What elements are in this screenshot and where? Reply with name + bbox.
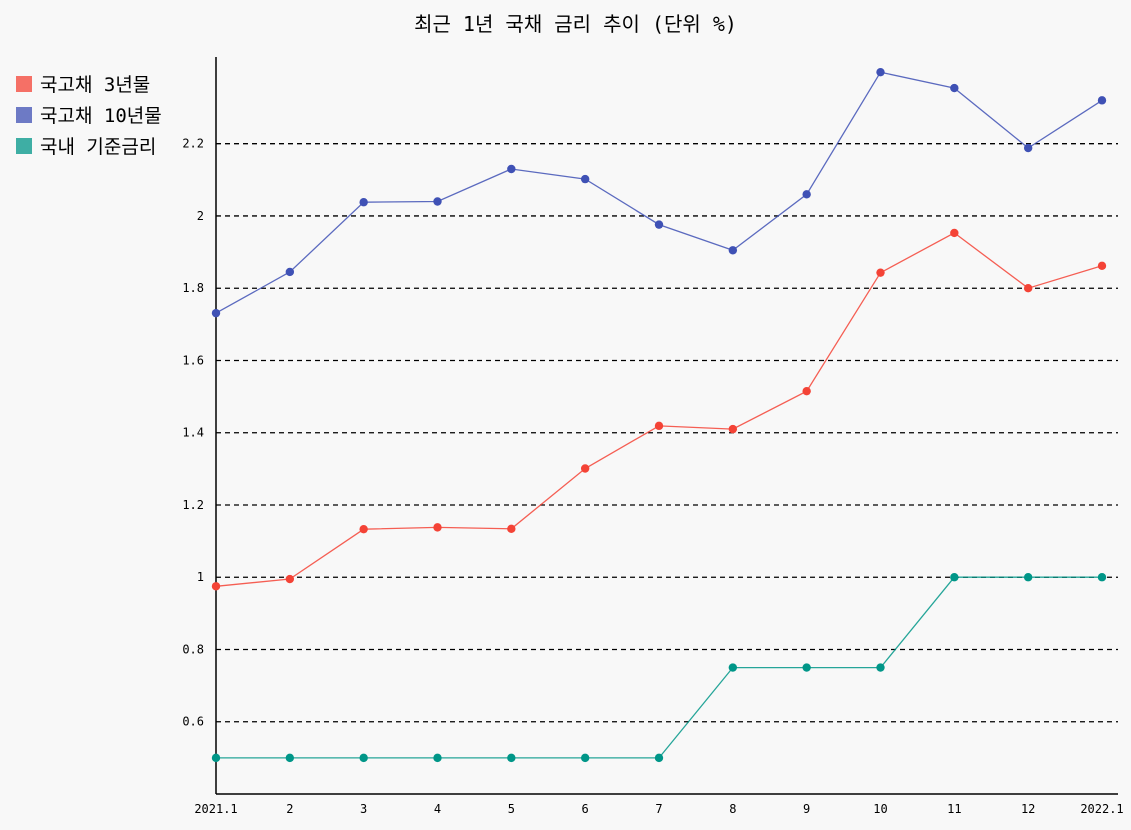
- data-point: [359, 753, 368, 763]
- series-line: [216, 576, 1102, 759]
- legend-swatch: [16, 106, 32, 123]
- y-tick-label: 1: [197, 570, 204, 584]
- y-tick-label: 1.6: [182, 353, 204, 367]
- data-point: [1097, 261, 1107, 271]
- data-point: [728, 246, 738, 255]
- x-tick-label: 12: [1021, 802, 1035, 816]
- x-tick-label: 8: [729, 802, 736, 816]
- data-point: [285, 574, 295, 584]
- legend-label: 국고채 10년물: [40, 105, 162, 127]
- x-tick-label: 7: [655, 802, 662, 816]
- data-point: [802, 663, 811, 672]
- data-point: [876, 663, 885, 672]
- legend-swatch: [16, 75, 32, 92]
- data-point: [507, 524, 516, 534]
- x-tick-label: 2021.1: [194, 802, 237, 816]
- data-point: [433, 753, 442, 763]
- x-tick-label: 4: [434, 802, 441, 816]
- data-point: [728, 424, 738, 434]
- legend-item[interactable]: 국고채 3년물: [16, 68, 162, 99]
- data-point: [285, 267, 295, 277]
- y-tick-label: 2: [197, 209, 204, 223]
- data-point: [950, 83, 959, 93]
- x-tick-label: 10: [873, 802, 887, 816]
- data-point: [654, 753, 664, 763]
- x-tick-label: 11: [947, 802, 961, 816]
- data-point: [507, 164, 516, 174]
- legend-label: 국내 기준금리: [40, 136, 157, 158]
- x-tick-label: 9: [803, 802, 810, 816]
- x-tick-label: 2022.1: [1080, 802, 1123, 816]
- data-point: [211, 753, 221, 763]
- data-point: [1097, 573, 1107, 582]
- data-point: [728, 663, 738, 672]
- data-point: [654, 220, 664, 229]
- series-line: [215, 71, 1103, 314]
- series-2: [211, 573, 1107, 763]
- series-0: [211, 228, 1107, 591]
- data-point: [654, 421, 664, 431]
- data-point: [211, 308, 221, 318]
- y-tick-label: 1.4: [182, 426, 204, 440]
- data-point: [1097, 96, 1107, 105]
- data-point: [285, 753, 295, 763]
- x-tick-label: 6: [582, 802, 589, 816]
- data-point: [507, 753, 516, 763]
- legend-label: 국고채 3년물: [40, 74, 151, 96]
- data-point: [433, 197, 442, 206]
- data-point: [1023, 143, 1033, 153]
- data-point: [876, 268, 885, 277]
- data-point: [950, 228, 959, 238]
- series-line: [215, 232, 1103, 587]
- grid-lines: [216, 143, 1118, 723]
- data-point: [359, 524, 368, 534]
- data-point: [433, 523, 442, 532]
- data-point: [876, 67, 885, 77]
- data-point: [580, 464, 590, 473]
- data-point: [359, 198, 368, 207]
- legend-item[interactable]: 국내 기준금리: [16, 130, 162, 161]
- x-tick-label: 3: [360, 802, 367, 816]
- data-point: [580, 174, 590, 184]
- axes: [215, 57, 1118, 795]
- y-tick-label: 0.6: [182, 715, 204, 729]
- x-tick-label: 5: [508, 802, 515, 816]
- series-1: [211, 67, 1107, 318]
- data-point: [1023, 284, 1033, 293]
- legend-swatch: [16, 137, 32, 154]
- chart-title: 최근 1년 국채 금리 추이 (단위 %): [414, 12, 737, 36]
- series-group: [211, 67, 1107, 763]
- data-point: [802, 386, 811, 396]
- legend-item[interactable]: 국고채 10년물: [16, 99, 162, 130]
- y-tick-label: 1.8: [182, 281, 204, 295]
- y-tick-label: 0.8: [182, 642, 204, 656]
- data-point: [950, 573, 959, 582]
- data-point: [802, 190, 811, 199]
- x-tick-label: 2: [286, 802, 293, 816]
- data-point: [1023, 573, 1033, 582]
- x-tick-labels: 2021.1 2 3 4 5 6 7 8 9 10 11 12 2022.1: [194, 802, 1123, 816]
- y-tick-label: 2.2: [182, 137, 204, 151]
- data-point: [211, 582, 221, 591]
- y-tick-label: 1.2: [182, 498, 204, 512]
- y-tick-labels: 0.6 0.8 1 1.2 1.4 1.6 1.8 2 2.2: [182, 137, 204, 729]
- data-point: [580, 753, 590, 763]
